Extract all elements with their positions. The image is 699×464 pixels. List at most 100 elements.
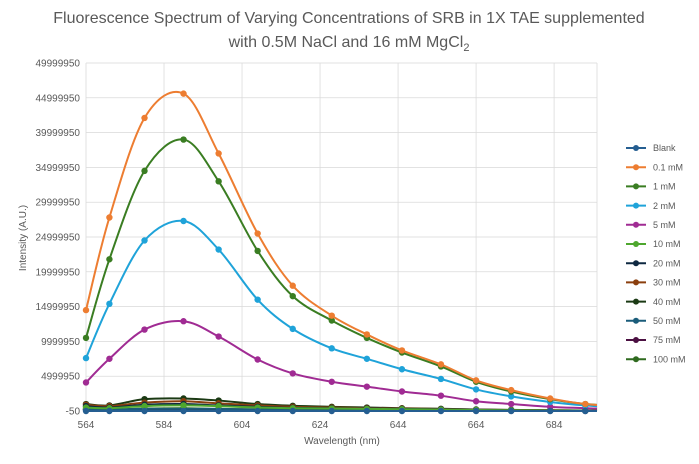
data-point	[472, 407, 480, 415]
legend-label: 0.1 mM	[653, 162, 683, 172]
data-point	[141, 237, 148, 244]
legend-swatch-marker	[633, 145, 639, 151]
y-tick-label: 24999950	[36, 233, 81, 244]
data-point	[289, 292, 296, 300]
data-point	[472, 386, 480, 393]
y-axis-title: Intensity (A.U.)	[18, 205, 29, 271]
y-tick-label: 44999950	[36, 93, 81, 104]
data-point	[180, 318, 187, 325]
legend-item: 100 mM	[626, 354, 686, 364]
legend-swatch-marker	[633, 298, 639, 305]
data-point	[363, 331, 371, 338]
data-point	[215, 246, 222, 253]
legend-swatch-marker	[633, 337, 639, 343]
legend-swatch-marker	[633, 221, 639, 228]
y-tick-label: 29999950	[36, 198, 81, 209]
data-point	[437, 392, 445, 399]
data-point	[617, 408, 623, 414]
data-point	[507, 393, 515, 400]
data-point	[254, 230, 261, 237]
legend-label: 1 mM	[653, 182, 676, 192]
data-point	[328, 407, 335, 415]
data-point	[215, 407, 222, 415]
legend-swatch-marker	[633, 356, 639, 363]
legend-label: 20 mM	[653, 258, 681, 268]
y-tick-label: 14999950	[36, 302, 81, 313]
legend-item: 10 mM	[626, 239, 681, 249]
legend-label: 40 mM	[653, 297, 681, 307]
data-point	[546, 395, 554, 402]
y-tick-label: 34999950	[36, 163, 81, 174]
data-point	[398, 347, 406, 354]
data-point	[582, 400, 589, 408]
data-point	[472, 377, 480, 384]
data-point	[106, 355, 113, 362]
data-point	[106, 407, 113, 415]
data-point	[254, 296, 261, 303]
legend-label: 100 mM	[653, 354, 686, 364]
data-point	[363, 383, 371, 390]
data-point	[328, 312, 335, 319]
data-point	[328, 345, 335, 352]
legend-item: 30 mM	[626, 278, 681, 288]
data-point	[617, 406, 623, 412]
x-tick-label: 604	[234, 420, 251, 431]
data-point	[82, 354, 90, 362]
data-point	[106, 300, 113, 308]
data-point	[582, 407, 589, 415]
data-point	[437, 407, 445, 415]
series-0_1-mm	[82, 90, 623, 409]
data-point	[180, 407, 187, 415]
y-tick-label: 9999950	[41, 337, 80, 348]
data-point	[507, 386, 515, 394]
legend-swatch-marker	[633, 164, 639, 171]
data-point	[328, 317, 335, 324]
legend-swatch-marker	[633, 260, 639, 267]
data-point	[141, 114, 148, 122]
data-point	[617, 403, 623, 409]
chart-title-line-1: Fluorescence Spectrum of Varying Concent…	[53, 10, 644, 27]
data-point	[215, 333, 222, 340]
chart-title-line-2: with 0.5M NaCl and 16 mM MgCl2	[228, 34, 470, 54]
series-blank	[82, 407, 623, 415]
legend-item: 50 mM	[626, 316, 681, 326]
data-point	[617, 403, 623, 409]
data-point	[617, 408, 623, 414]
data-point	[363, 355, 371, 362]
data-point	[180, 136, 187, 143]
legend-item: 40 mM	[626, 297, 681, 307]
data-point	[141, 167, 148, 175]
data-point	[254, 247, 261, 255]
data-point	[82, 334, 90, 342]
legend-swatch-marker	[633, 241, 639, 247]
x-tick-label: 624	[312, 420, 329, 431]
data-point	[617, 408, 623, 414]
series-line	[85, 219, 597, 408]
data-point	[507, 400, 515, 408]
legend-item: 1 mM	[626, 182, 676, 192]
data-point	[82, 407, 90, 415]
data-point	[398, 388, 406, 395]
data-point	[141, 326, 148, 333]
data-point	[617, 407, 623, 413]
data-point	[617, 408, 623, 414]
data-point	[398, 407, 406, 415]
series-5-mm	[82, 318, 623, 412]
x-tick-label: 684	[546, 420, 563, 431]
data-point	[106, 256, 113, 263]
x-tick-label: 644	[390, 420, 407, 431]
legend-label: 30 mM	[653, 278, 681, 288]
data-point	[437, 375, 445, 383]
legend-item: 2 mM	[626, 201, 676, 211]
y-tick-label: 39999950	[36, 128, 81, 139]
data-point	[289, 282, 296, 289]
data-point	[215, 150, 222, 157]
legend-label: 75 mM	[653, 335, 681, 345]
data-point	[398, 366, 406, 373]
legend-item: 5 mM	[626, 220, 676, 230]
x-tick-label: 664	[468, 420, 485, 431]
data-point	[617, 408, 623, 414]
y-tick-label: 19999950	[36, 267, 81, 278]
data-point	[82, 379, 90, 386]
